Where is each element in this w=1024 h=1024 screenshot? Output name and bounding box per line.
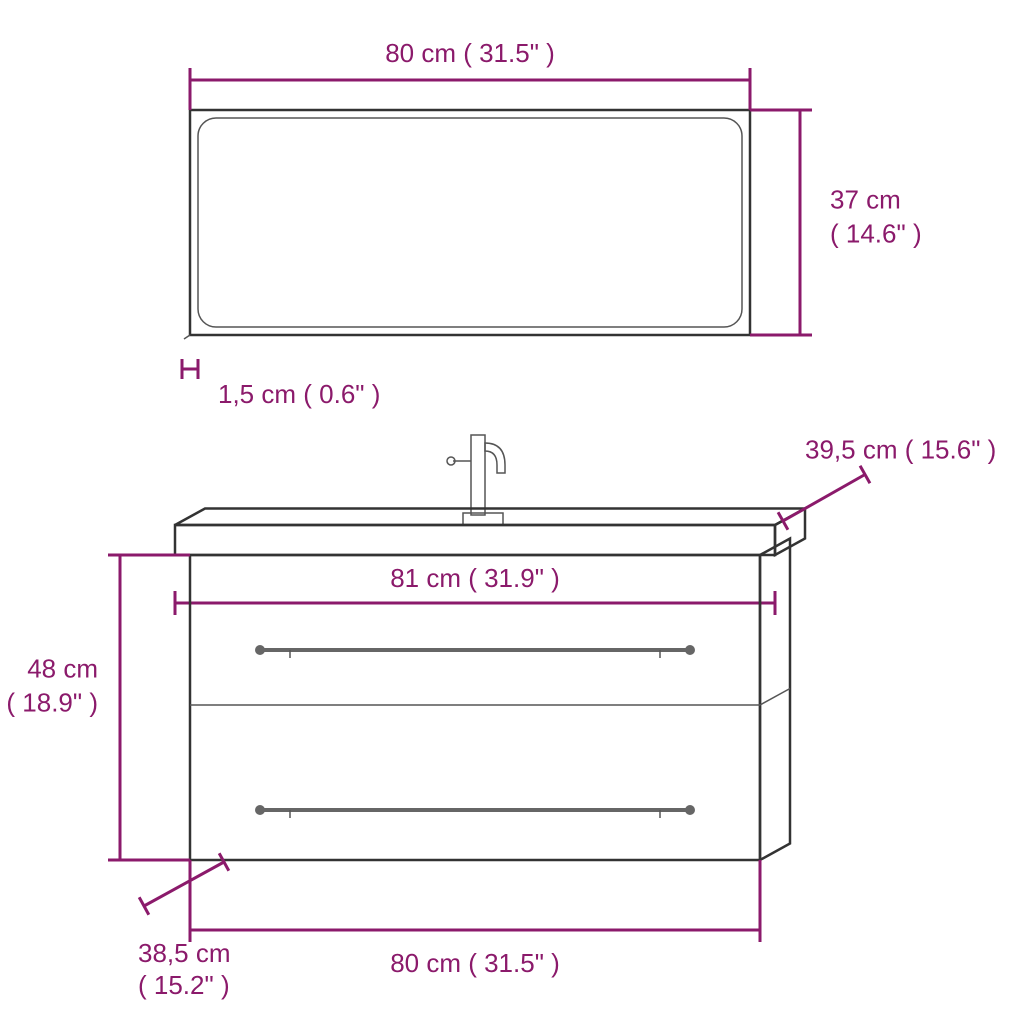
sink-top: [175, 509, 805, 526]
dim-mirror-height-label-2: ( 14.6" ): [830, 219, 922, 249]
dim-sink-depth: [778, 466, 870, 530]
dim-sink-width: [175, 591, 775, 615]
dim-mirror-depth: [182, 359, 198, 379]
drawer-handle-1: [255, 645, 695, 658]
cabinet-front: [190, 555, 760, 860]
dim-mirror-width: [190, 68, 750, 92]
drawer-handle-2: [255, 805, 695, 818]
dim-sink-depth-label: 39,5 cm ( 15.6" ): [805, 435, 996, 465]
dim-cabinet-depth-label-1: 38,5 cm: [138, 938, 231, 968]
dim-mirror-depth-label: 1,5 cm ( 0.6" ): [218, 379, 380, 409]
mirror-depth-edge: [184, 335, 190, 339]
cabinet-side: [760, 539, 790, 861]
dim-cabinet-height-label-2: ( 18.9" ): [6, 688, 98, 718]
dim-cabinet-height: [108, 555, 132, 860]
dim-cabinet-depth-label-2: ( 15.2" ): [138, 970, 230, 1000]
dim-cabinet-width-label: 80 cm ( 31.5" ): [390, 948, 560, 978]
faucet: [447, 435, 505, 525]
dim-mirror-height: [788, 110, 812, 335]
dim-cabinet-height-label-1: 48 cm: [27, 654, 98, 684]
dim-sink-width-label: 81 cm ( 31.9" ): [390, 563, 560, 593]
dim-cabinet-width: [190, 918, 760, 942]
dim-mirror-height-label-1: 37 cm: [830, 185, 901, 215]
mirror-glass: [198, 118, 742, 327]
dim-mirror-width-label: 80 cm ( 31.5" ): [385, 38, 555, 68]
mirror-frame: [190, 110, 750, 335]
dim-cabinet-depth: [139, 853, 229, 915]
sink-front: [175, 525, 775, 555]
